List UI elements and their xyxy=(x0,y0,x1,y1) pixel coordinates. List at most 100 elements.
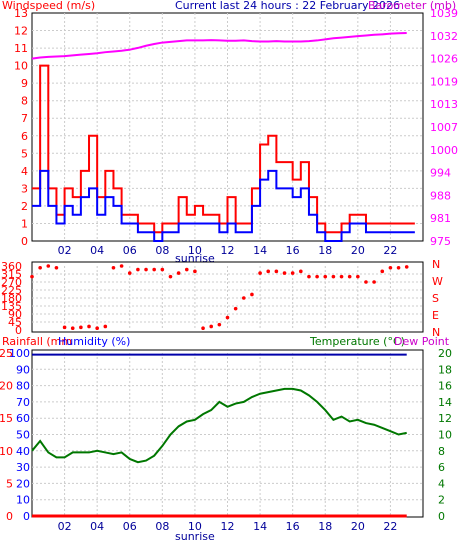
y-tick-label: 2 xyxy=(21,200,28,213)
y-tick-label: 2 xyxy=(438,494,445,507)
direction-panel-grid xyxy=(32,266,423,330)
direction-point xyxy=(323,274,328,279)
y-tick-label: 135 xyxy=(1,300,22,313)
direction-point xyxy=(103,324,108,329)
x-tick-label: 02 xyxy=(58,520,72,533)
temp-panel-labels: 0510152025010203040506070809010002468101… xyxy=(0,347,452,533)
y-tick-label: 0 xyxy=(21,235,28,248)
y-tick-label: 90 xyxy=(8,308,22,321)
direction-point xyxy=(70,326,75,331)
y-tick-label: 50 xyxy=(16,429,30,442)
barometer-title: Barometer (mb) xyxy=(368,0,456,12)
y-tick-label: 0 xyxy=(6,510,13,523)
direction-panel-marks xyxy=(30,264,409,331)
direction-point xyxy=(258,271,262,275)
direction-point xyxy=(217,322,222,327)
x-tick-label: 22 xyxy=(383,520,397,533)
y-tick-label: 10 xyxy=(14,60,28,73)
x-tick-label: 12 xyxy=(221,244,235,257)
direction-point xyxy=(282,271,287,275)
x-tick-label: 18 xyxy=(318,244,332,257)
x-tick-label: 12 xyxy=(221,520,235,533)
direction-point xyxy=(79,325,83,330)
x-tick-label: 16 xyxy=(286,520,300,533)
direction-point xyxy=(250,292,254,297)
y-tick-label: 8 xyxy=(21,95,28,108)
y-tick-label: 180 xyxy=(1,292,22,305)
y-tick-label: 10 xyxy=(16,494,30,507)
x-tick-label: 18 xyxy=(318,520,332,533)
x-tick-label: 20 xyxy=(351,520,365,533)
sunrise-label-1: sunrise xyxy=(175,252,215,265)
sunrise-label-3: sunrise xyxy=(175,530,215,542)
direction-point xyxy=(111,265,116,270)
y-tick-label: 45 xyxy=(8,316,22,329)
y-tick-label: N xyxy=(432,326,440,339)
y-tick-label: 4 xyxy=(438,477,445,490)
direction-point xyxy=(315,274,319,279)
series-line-temperature xyxy=(31,387,407,464)
direction-point xyxy=(396,265,401,270)
y-tick-label: 0 xyxy=(23,510,30,523)
direction-point xyxy=(241,296,246,300)
temperature-title: Temperature (°C) xyxy=(309,335,405,348)
direction-point xyxy=(144,267,148,272)
x-tick-label: 06 xyxy=(123,244,137,257)
dewpoint-title: Dew Point xyxy=(394,335,450,348)
y-tick-label: 16 xyxy=(438,380,452,393)
series-line-average xyxy=(32,169,415,242)
direction-point xyxy=(380,269,385,274)
x-tick-label: 16 xyxy=(286,244,300,257)
direction-point xyxy=(339,274,344,279)
x-tick-label: 14 xyxy=(253,244,267,257)
direction-point xyxy=(38,265,42,270)
rainfall-title: Rainfall (mm xyxy=(2,335,72,348)
direction-panel-frame xyxy=(31,261,424,333)
direction-point xyxy=(184,267,189,272)
direction-point xyxy=(30,274,34,279)
series-line-barometer xyxy=(31,31,407,60)
x-tick-label: 02 xyxy=(58,244,72,257)
direction-point xyxy=(225,315,230,320)
direction-point xyxy=(152,267,156,272)
x-tick-label: 10 xyxy=(188,244,202,257)
direction-point xyxy=(364,280,368,284)
direction-point xyxy=(119,264,124,268)
y-tick-label: 10 xyxy=(0,445,13,458)
y-tick-label: 5 xyxy=(21,147,28,160)
y-tick-label: 0 xyxy=(438,510,445,523)
y-tick-label: 12 xyxy=(14,25,28,38)
direction-point xyxy=(160,267,165,272)
y-tick-label: 1032 xyxy=(430,30,458,43)
direction-point xyxy=(233,306,238,311)
y-tick-label: 6 xyxy=(21,130,28,143)
direction-point xyxy=(127,271,132,275)
y-tick-label: 981 xyxy=(430,212,451,225)
y-tick-label: 60 xyxy=(16,412,30,425)
direction-point xyxy=(404,265,409,269)
x-tick-label: 04 xyxy=(90,244,104,257)
y-tick-label: 8 xyxy=(438,445,445,458)
y-tick-label: 1 xyxy=(21,217,28,230)
y-tick-label: 1019 xyxy=(430,75,458,88)
y-tick-label: 315 xyxy=(1,268,22,281)
x-tick-label: 14 xyxy=(253,520,267,533)
temp-panel-grid xyxy=(32,353,423,516)
x-tick-label: 10 xyxy=(188,520,202,533)
windspeed-title: Windspeed (m/s) xyxy=(2,0,95,12)
direction-point xyxy=(266,269,271,274)
direction-point xyxy=(209,324,214,329)
direction-point xyxy=(331,274,336,279)
series-line-gust xyxy=(32,64,415,234)
y-tick-label: 988 xyxy=(430,189,451,202)
y-tick-label: 1007 xyxy=(430,121,458,134)
y-tick-label: 20 xyxy=(16,477,30,490)
y-tick-label: N xyxy=(432,258,440,271)
y-tick-label: 360 xyxy=(1,260,22,273)
temp-panel-marks xyxy=(31,353,407,518)
y-tick-label: S xyxy=(432,292,439,305)
direction-point xyxy=(290,271,295,275)
y-tick-label: 225 xyxy=(1,284,22,297)
